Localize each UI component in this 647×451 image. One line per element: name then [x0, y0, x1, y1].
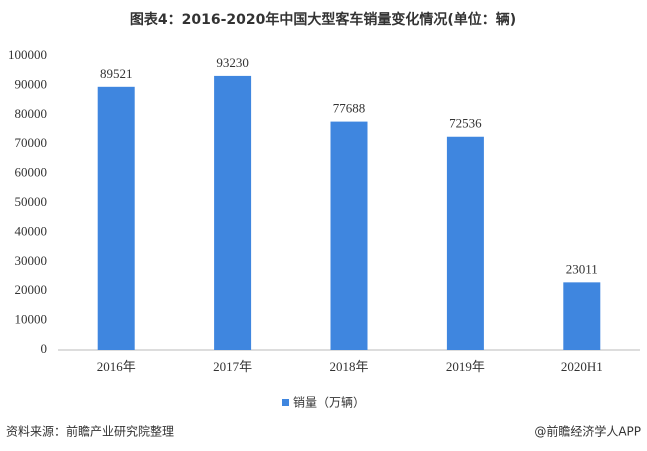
chart-title: 图表4：2016-2020年中国大型客车销量变化情况(单位：辆): [130, 11, 516, 28]
x-tick-label: 2020H1: [561, 359, 603, 374]
data-label: 89521: [100, 66, 133, 81]
data-label: 23011: [566, 261, 598, 276]
y-tick-label: 90000: [15, 76, 48, 91]
y-tick-label: 70000: [15, 135, 48, 150]
bar: [97, 86, 135, 350]
y-tick-label: 10000: [15, 312, 48, 327]
y-tick-label: 30000: [15, 253, 48, 268]
bar: [446, 136, 484, 350]
y-tick-label: 100000: [8, 47, 47, 62]
x-tick-label: 2018年: [329, 359, 368, 374]
data-label: 72536: [449, 116, 482, 131]
x-tick-label: 2017年: [213, 359, 252, 374]
y-tick-label: 40000: [15, 223, 48, 238]
bar: [214, 75, 252, 350]
legend-swatch: [282, 399, 289, 406]
y-tick-label: 60000: [15, 165, 48, 180]
y-tick-label: 20000: [15, 282, 48, 297]
y-tick-label: 50000: [15, 194, 48, 209]
source: 资料来源：前瞻产业研究院整理: [6, 424, 174, 439]
y-tick-label: 80000: [15, 106, 48, 121]
data-label: 93230: [216, 55, 249, 70]
x-tick-label: 2019年: [446, 359, 485, 374]
bar: [330, 121, 368, 350]
legend-label: 销量（万辆）: [293, 396, 365, 410]
x-tick-label: 2016年: [97, 359, 136, 374]
credit: @前瞻经济学人APP: [534, 424, 641, 439]
data-label: 77688: [333, 101, 366, 116]
y-tick-label: 0: [41, 341, 48, 356]
bar: [563, 282, 601, 350]
